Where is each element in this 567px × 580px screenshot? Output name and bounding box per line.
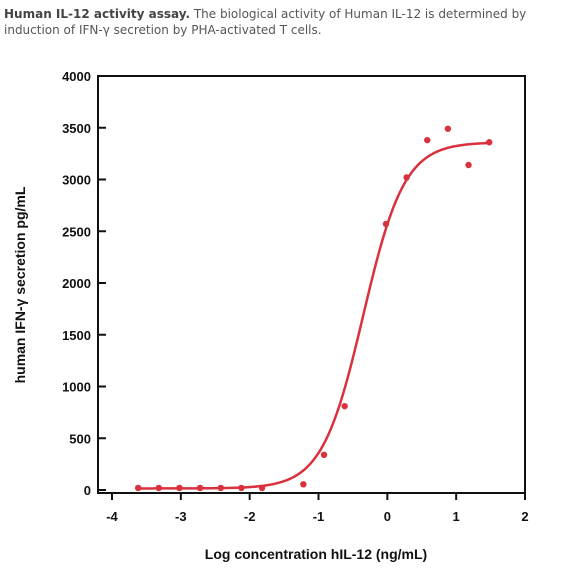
x-tick-label: -1 [313, 509, 325, 524]
x-tick-label: 0 [384, 509, 391, 524]
y-tick-label: 2000 [62, 276, 91, 291]
x-tick-label: 2 [521, 509, 528, 524]
y-tick-label: 1000 [62, 380, 91, 395]
data-point [444, 125, 452, 132]
plot-frame [97, 75, 526, 494]
data-point [196, 484, 204, 492]
y-tick-label: 500 [69, 431, 91, 446]
data-point [300, 481, 307, 488]
data-point [176, 484, 183, 492]
data-point [486, 139, 493, 146]
data-point [320, 451, 328, 459]
x-tick-label: -4 [106, 509, 118, 524]
x-tick-label: -3 [175, 509, 187, 524]
data-point [217, 484, 224, 492]
data-point [424, 136, 431, 144]
y-axis-title: human IFN-γ secretion pg/mL [12, 186, 28, 383]
data-point [238, 484, 245, 492]
data-point [258, 484, 266, 492]
y-tick-label: 0 [84, 483, 91, 498]
data-point [134, 484, 142, 492]
data-point [382, 220, 390, 228]
y-tick-label: 3000 [62, 173, 91, 188]
y-tick-label: 4000 [62, 69, 91, 84]
fit-curve [138, 141, 490, 490]
x-tick-label: 1 [453, 509, 460, 524]
x-axis-ticks: -4 -3 -2 -1 0 1 2 [106, 493, 529, 524]
x-tick-label: -2 [244, 509, 256, 524]
y-axis-ticks: 0 500 1000 1500 2000 2500 3000 3500 4000 [62, 69, 106, 498]
data-points [134, 125, 493, 492]
data-point [155, 484, 163, 492]
data-point [403, 174, 410, 181]
caption-title: Human IL-12 activity assay. [4, 7, 190, 21]
data-point [465, 161, 472, 169]
figure-caption: Human IL-12 activity assay. The biologic… [4, 6, 560, 38]
caption-text: The biological activity of Human IL-12 i… [4, 7, 527, 37]
y-tick-label: 1500 [62, 328, 91, 343]
data-point [341, 402, 348, 410]
y-tick-label: 3500 [62, 121, 91, 136]
y-tick-label: 2500 [62, 224, 91, 239]
x-axis-title: Log concentration hIL-12 (ng/mL) [205, 546, 427, 562]
